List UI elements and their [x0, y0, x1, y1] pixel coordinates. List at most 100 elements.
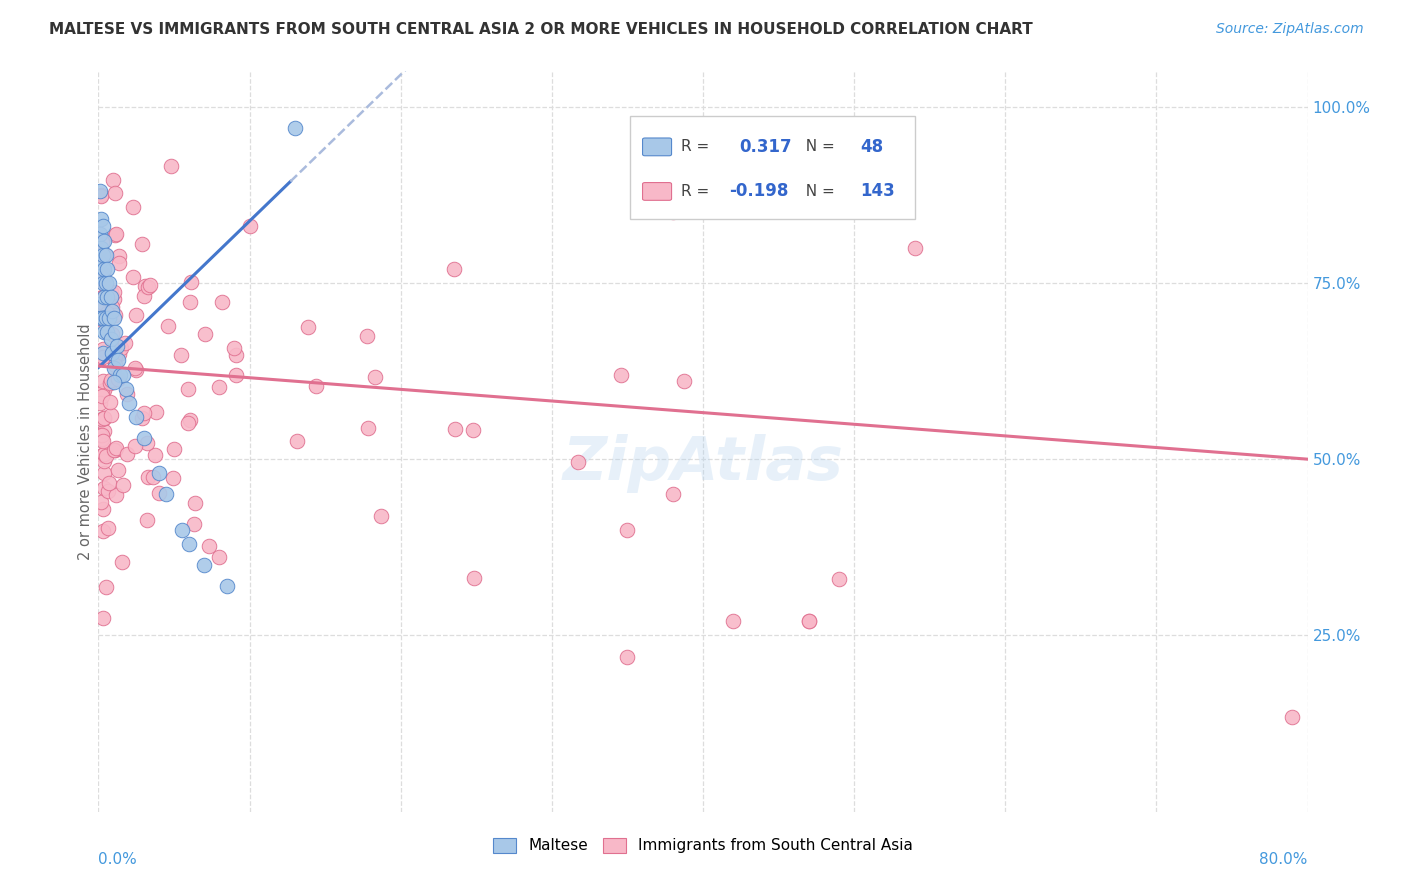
Point: [96, 306, 118, 320]
Point: [723, 615, 745, 629]
Point: [194, 327, 217, 342]
Point: [567, 455, 589, 469]
Point: [111, 368, 134, 382]
Point: [104, 308, 127, 322]
Point: [94, 311, 117, 326]
Point: [132, 431, 155, 445]
Point: [91, 611, 114, 625]
Point: [91, 248, 114, 262]
Point: [90, 386, 112, 401]
Point: [797, 615, 820, 629]
Point: [98, 394, 121, 409]
Point: [100, 290, 122, 304]
Point: [90, 187, 112, 202]
Point: [155, 487, 177, 501]
Point: [616, 523, 638, 537]
Point: [93, 481, 115, 495]
Point: [93, 383, 115, 397]
Point: [91, 374, 114, 388]
Text: Source: ZipAtlas.com: Source: ZipAtlas.com: [1216, 22, 1364, 37]
Point: [105, 487, 128, 501]
Point: [148, 467, 170, 481]
Point: [89, 227, 111, 241]
Point: [97, 484, 120, 499]
Point: [89, 396, 111, 410]
Text: 0.0%: 0.0%: [98, 853, 138, 867]
Point: [118, 396, 141, 410]
Point: [225, 347, 247, 361]
Point: [285, 434, 308, 449]
Point: [179, 412, 201, 426]
Point: [208, 379, 231, 393]
Text: N =: N =: [796, 184, 845, 199]
Point: [370, 509, 392, 524]
Text: N =: N =: [796, 139, 845, 154]
Point: [98, 376, 121, 390]
Point: [162, 471, 184, 485]
Point: [93, 261, 115, 276]
Point: [125, 409, 148, 424]
Point: [145, 405, 167, 419]
Point: [180, 276, 202, 290]
Point: [107, 463, 129, 477]
Point: [111, 556, 134, 570]
Point: [208, 549, 231, 564]
FancyBboxPatch shape: [643, 183, 672, 201]
Point: [91, 276, 114, 290]
Point: [93, 325, 115, 339]
Point: [107, 371, 129, 385]
Point: [215, 579, 238, 593]
Point: [97, 521, 120, 535]
Point: [90, 241, 112, 255]
Point: [89, 297, 111, 311]
Point: [89, 254, 111, 268]
Point: [1281, 709, 1303, 723]
Point: [94, 276, 117, 290]
Point: [101, 346, 124, 360]
Point: [93, 447, 115, 461]
Point: [90, 212, 112, 227]
Point: [183, 516, 205, 531]
Point: [103, 360, 125, 375]
Text: MALTESE VS IMMIGRANTS FROM SOUTH CENTRAL ASIA 2 OR MORE VEHICLES IN HOUSEHOLD CO: MALTESE VS IMMIGRANTS FROM SOUTH CENTRAL…: [49, 22, 1033, 37]
Point: [672, 374, 695, 388]
Point: [94, 248, 117, 262]
Point: [797, 615, 820, 629]
Text: R =: R =: [682, 184, 714, 199]
Point: [159, 159, 181, 173]
Point: [138, 470, 160, 484]
Point: [93, 234, 115, 248]
Point: [105, 339, 128, 353]
Point: [93, 290, 115, 304]
Point: [110, 341, 132, 355]
Point: [661, 205, 683, 219]
Point: [463, 571, 485, 585]
Point: [108, 368, 131, 382]
Point: [93, 454, 115, 468]
Point: [357, 421, 380, 435]
Point: [89, 184, 111, 198]
Point: [91, 524, 114, 539]
Point: [103, 173, 125, 187]
Point: [616, 649, 638, 664]
Point: [225, 368, 247, 383]
Point: [93, 424, 115, 438]
Point: [100, 408, 122, 422]
Legend: Maltese, Immigrants from South Central Asia: Maltese, Immigrants from South Central A…: [486, 831, 920, 860]
Point: [115, 386, 138, 401]
Point: [904, 241, 927, 255]
Point: [90, 189, 112, 203]
Point: [122, 270, 145, 285]
Point: [107, 255, 129, 269]
Point: [1327, 653, 1350, 667]
Point: [101, 326, 124, 341]
Point: [101, 304, 124, 318]
Point: [91, 219, 114, 234]
Point: [91, 432, 114, 446]
Point: [91, 434, 114, 448]
Point: [104, 359, 127, 373]
Point: [136, 435, 159, 450]
Point: [104, 349, 127, 363]
Point: [93, 467, 115, 481]
Point: [828, 572, 851, 586]
